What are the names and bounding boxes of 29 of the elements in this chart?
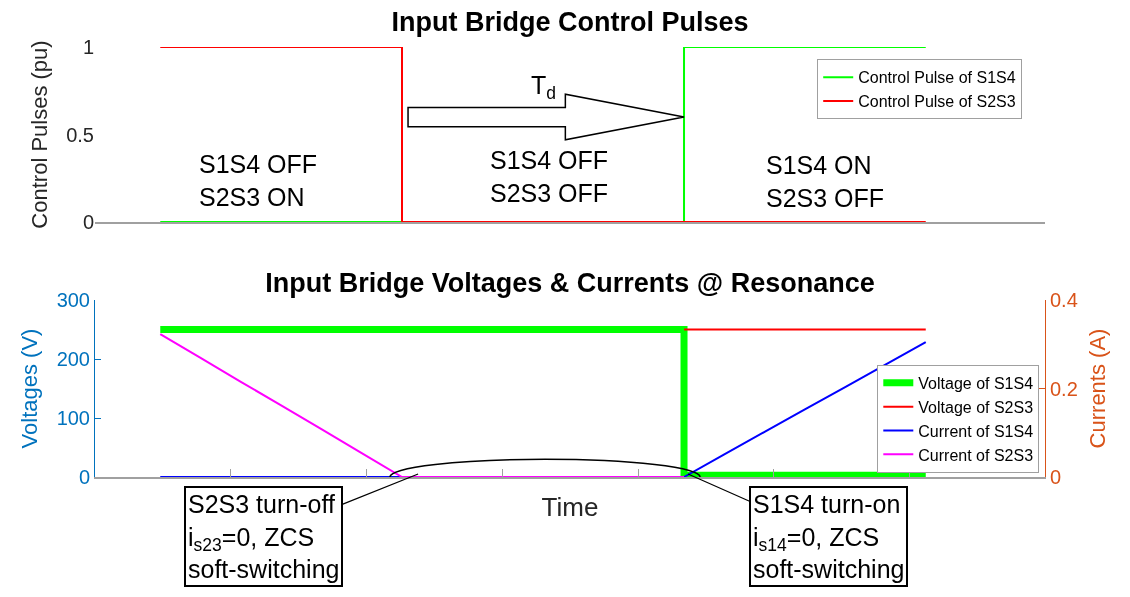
annotation: S1S4 ON S2S3 OFF [766,151,885,212]
x-axis-title: Time [541,491,599,522]
legend-label: Control Pulse of S2S3 [858,93,1016,111]
legend-label: Control Pulse of S1S4 [858,69,1016,87]
y-tick-label: 300 [56,289,90,311]
y2-tick-label: 0.2 [1050,377,1078,400]
y-tick-label: 0 [78,466,90,488]
legend-label: Voltage of S2S3 [918,398,1034,416]
y-tick-label: 1 [82,36,94,58]
y-tick-label: 0 [82,211,94,233]
line-series [159,333,686,477]
y-tick-label: 100 [56,407,90,429]
annotation: S1S4 OFF S2S3 ON [199,150,318,211]
y2-tick-label: 0 [1050,466,1062,488]
y-axis-title: Control Pulses (pu) [26,40,52,229]
chart-title: Input Bridge Control Pulses [391,7,749,38]
legend-label: Current of S1S4 [918,422,1034,440]
legend-label: Current of S2S3 [918,446,1034,464]
legend-label: Voltage of S1S4 [918,375,1034,393]
y-tick-label: 0.5 [66,123,94,146]
chart-title: Input Bridge Voltages & Currents @ Resonance [265,268,875,299]
y2-axis-title: Currents (A) [1084,328,1110,449]
text: S2S3 turn-off i$_{s23}$=0, ZCS soft-switching [188,490,340,583]
text: S1S4 turn-on i$_{s14}$=0, ZCS soft-switching [753,490,905,583]
annotation: T$_{d}$ [531,71,557,104]
y-axis-title: Voltages (V) [17,328,43,449]
y2-tick-label: 0.4 [1050,289,1078,311]
annotation: S1S4 OFF S2S3 OFF [490,146,609,207]
y-tick-label: 200 [56,348,90,370]
